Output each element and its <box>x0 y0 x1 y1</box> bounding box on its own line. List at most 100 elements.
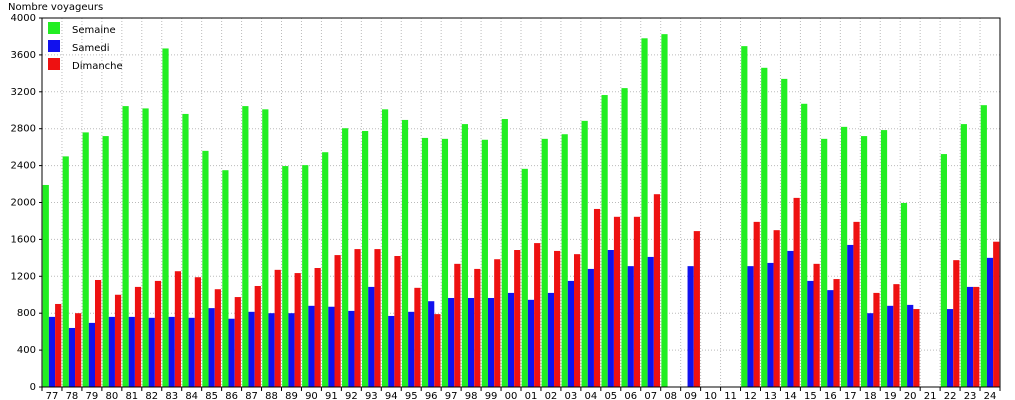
x-tick-label: 93 <box>365 391 378 400</box>
x-tick-label: 08 <box>664 391 677 400</box>
bar <box>807 280 814 387</box>
bar <box>308 305 315 387</box>
bar <box>581 120 588 387</box>
bar <box>208 308 215 387</box>
x-tick-label: 10 <box>704 391 717 400</box>
bar <box>867 313 874 387</box>
bar <box>441 138 449 387</box>
bar <box>274 269 281 387</box>
x-tick-label: 99 <box>485 391 498 400</box>
bar <box>102 136 109 387</box>
x-tick-label: 15 <box>804 391 817 400</box>
bar <box>134 286 142 387</box>
x-tick-label: 20 <box>904 391 917 400</box>
bar <box>114 294 122 387</box>
bar <box>68 327 76 387</box>
bar <box>887 305 894 387</box>
plot-frame <box>41 17 1001 388</box>
bar <box>62 156 69 387</box>
x-tick-label: 86 <box>225 391 238 400</box>
bar <box>408 311 415 387</box>
legend-swatch <box>48 22 60 34</box>
bar <box>561 134 568 387</box>
bar <box>262 109 269 387</box>
bar <box>481 139 488 387</box>
bar <box>913 309 920 387</box>
bar <box>601 95 608 387</box>
bar <box>773 230 780 387</box>
x-tick-label: 81 <box>125 391 138 400</box>
x-tick-label: 24 <box>984 391 997 400</box>
bar <box>42 184 49 387</box>
x-tick-label: 01 <box>525 391 538 400</box>
x-tick-label: 00 <box>505 391 518 400</box>
legend-swatch <box>48 40 60 52</box>
bar <box>514 250 521 387</box>
x-tick-label: 98 <box>465 391 478 400</box>
x-tick-label: 85 <box>205 391 218 400</box>
x-tick-label: 11 <box>724 391 737 400</box>
bar <box>334 255 341 387</box>
y-tick-label: 3600 <box>11 50 36 61</box>
bar <box>613 216 621 387</box>
bar <box>394 256 401 387</box>
x-tick-label: 90 <box>305 391 318 400</box>
y-tick-label: 1200 <box>11 271 36 282</box>
bar <box>354 249 361 387</box>
bar <box>534 243 541 387</box>
bar <box>182 113 189 387</box>
legend-label: Dimanche <box>72 61 123 72</box>
bar <box>687 266 694 387</box>
x-tick-label: 92 <box>345 391 358 400</box>
bar <box>986 257 994 387</box>
bar <box>222 170 229 387</box>
bar <box>527 299 535 387</box>
bar <box>833 279 840 387</box>
bar <box>434 314 441 387</box>
x-tick-label: 87 <box>245 391 258 400</box>
bar <box>693 231 700 387</box>
bar <box>787 250 794 387</box>
bar <box>142 108 149 387</box>
y-tick-label: 2800 <box>11 124 36 135</box>
bar <box>268 313 275 387</box>
x-tick-label: 12 <box>744 391 757 400</box>
bar <box>507 292 515 387</box>
x-tick-label: 96 <box>425 391 438 400</box>
bar <box>348 310 355 387</box>
bar <box>75 313 82 387</box>
y-axis-label: Nombre voyageurs <box>8 2 103 13</box>
bar <box>362 131 369 387</box>
bar <box>767 262 774 387</box>
bar <box>793 197 800 387</box>
x-tick-label: 05 <box>604 391 617 400</box>
bar <box>254 285 261 387</box>
bar <box>474 268 481 387</box>
y-tick-label: 400 <box>17 345 36 356</box>
bar <box>966 286 974 387</box>
x-tick-label: 84 <box>185 391 198 400</box>
bar <box>188 317 195 387</box>
bar <box>853 221 860 387</box>
bar <box>82 132 89 387</box>
bar <box>873 292 880 387</box>
bar <box>168 316 175 387</box>
x-tick-label: 79 <box>86 391 99 400</box>
bar <box>653 194 661 387</box>
bar <box>148 317 155 387</box>
x-tick-label: 02 <box>545 391 558 400</box>
y-tick-label: 3200 <box>11 87 36 98</box>
x-tick-label: 13 <box>764 391 777 400</box>
bar <box>753 221 760 387</box>
bar <box>374 249 381 387</box>
bar <box>48 316 56 387</box>
x-tick-label: 19 <box>884 391 897 400</box>
bar <box>841 126 848 387</box>
bar <box>128 316 135 387</box>
y-tick-label: 800 <box>17 308 36 319</box>
legend-label: Semaine <box>72 25 116 36</box>
bar <box>900 202 908 387</box>
bar <box>501 119 508 388</box>
